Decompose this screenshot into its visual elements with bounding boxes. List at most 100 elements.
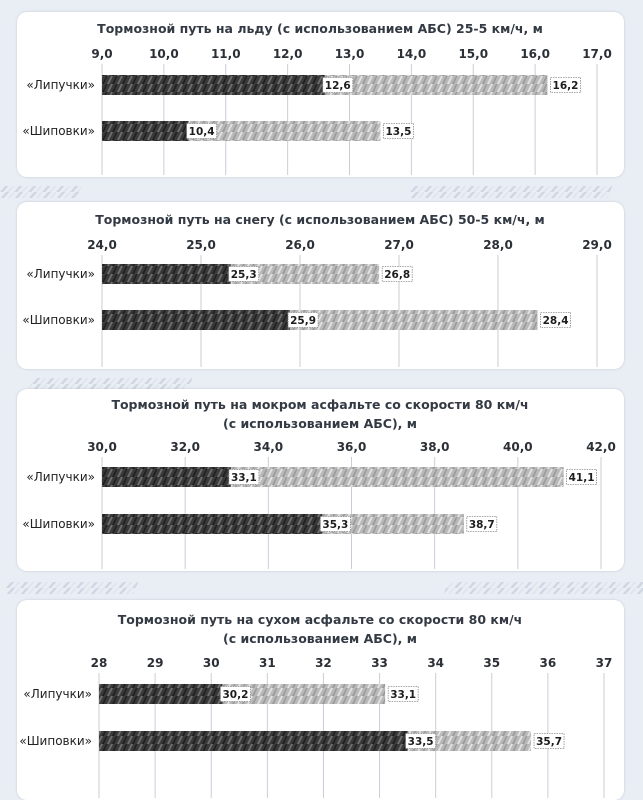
x-tick-label: 35 — [483, 656, 500, 670]
x-tick-label: 36 — [540, 656, 557, 670]
x-tick-label: 36,0 — [337, 440, 367, 454]
x-tick-label: 40,0 — [503, 440, 533, 454]
category-label: «Шиповки» — [22, 517, 95, 531]
value-label-box — [186, 123, 218, 139]
value-label: 13,5 — [385, 126, 411, 138]
value-label-box — [287, 312, 319, 328]
bar-segment-dark — [102, 75, 325, 95]
x-tick-label: 38,0 — [420, 440, 450, 454]
chart-title-line: (с использованием АБС), м — [223, 631, 417, 646]
value-label: 25,9 — [290, 315, 316, 327]
x-tick-label: 10,0 — [149, 47, 179, 61]
bar-segment-light — [230, 264, 380, 284]
x-tick-label: 28 — [91, 656, 108, 670]
value-label: 33,5 — [408, 736, 434, 748]
bar-segment-light — [324, 75, 548, 95]
category-label: «Липучки» — [26, 267, 95, 281]
x-tick-label: 28,0 — [483, 238, 513, 252]
value-label-box — [566, 469, 597, 485]
bar-segment-dark — [99, 684, 223, 704]
x-tick-label: 34 — [427, 656, 444, 670]
x-tick-label: 30,0 — [87, 440, 117, 454]
chart-snow: Тормозной путь на снегу (с использование… — [22, 212, 612, 367]
category-label: «Липучки» — [26, 470, 95, 484]
chart-panel-ice: Тормозной путь на льду (с использованием… — [17, 12, 624, 177]
value-label: 26,8 — [384, 269, 410, 281]
bar-segment-dark — [102, 121, 189, 141]
chart-title-line: (с использованием АБС), м — [223, 416, 417, 431]
category-label: «Шиповки» — [22, 124, 95, 138]
category-label: «Шиповки» — [22, 313, 95, 327]
chart-panel-dry-asphalt: Тормозной путь на сухом асфальте со скор… — [17, 600, 624, 800]
x-tick-label: 42,0 — [586, 440, 616, 454]
bar-segment-light — [222, 684, 386, 704]
chart-title-line: Тормозной путь на снегу (с использование… — [95, 212, 545, 227]
x-tick-label: 11,0 — [211, 47, 241, 61]
value-label-box — [381, 266, 413, 282]
x-tick-label: 29 — [147, 656, 164, 670]
x-tick-label: 14,0 — [397, 47, 427, 61]
bar-segment-light — [322, 514, 464, 534]
value-label: 35,7 — [536, 736, 562, 748]
chart-title-line: Тормозной путь на мокром асфальте со ско… — [111, 397, 528, 412]
value-label-box — [322, 77, 354, 93]
x-tick-label: 32 — [315, 656, 332, 670]
chart-panel-snow: Тормозной путь на снегу (с использование… — [17, 202, 624, 369]
x-tick-label: 34,0 — [254, 440, 284, 454]
value-label-box — [228, 469, 260, 485]
value-label: 35,3 — [322, 519, 348, 531]
x-tick-label: 31 — [259, 656, 276, 670]
value-label: 12,6 — [325, 80, 351, 92]
value-label-box — [533, 733, 565, 749]
value-label-box — [228, 266, 260, 282]
x-tick-label: 32,0 — [170, 440, 200, 454]
value-label-box — [540, 312, 571, 328]
chart-title-line: Тормозной путь на сухом асфальте со скор… — [118, 612, 523, 627]
bar-segment-light — [290, 310, 538, 330]
value-label-box — [466, 516, 498, 532]
value-label: 16,2 — [553, 80, 579, 92]
x-tick-label: 30 — [203, 656, 220, 670]
value-label: 28,4 — [543, 315, 569, 327]
value-label: 41,1 — [569, 472, 595, 484]
chart-panel-wet-asphalt: Тормозной путь на мокром асфальте со ско… — [17, 389, 624, 571]
chart-wet-asphalt: Тормозной путь на мокром асфальте со ско… — [22, 397, 616, 569]
chart-ice: Тормозной путь на льду (с использованием… — [22, 21, 612, 175]
chart-dry-asphalt: Тормозной путь на сухом асфальте со скор… — [19, 612, 613, 798]
value-label: 38,7 — [469, 519, 495, 531]
bar-segment-dark — [102, 264, 231, 284]
x-tick-label: 33 — [371, 656, 388, 670]
category-label: «Шиповки» — [19, 734, 92, 748]
value-label: 25,3 — [231, 269, 257, 281]
value-label-box — [550, 77, 581, 93]
x-tick-label: 27,0 — [384, 238, 414, 252]
category-label: «Липучки» — [23, 687, 92, 701]
x-tick-label: 26,0 — [285, 238, 315, 252]
category-label: «Липучки» — [26, 78, 95, 92]
value-label: 33,1 — [231, 472, 257, 484]
bar-segment-dark — [102, 467, 231, 487]
chart-title-line: Тормозной путь на льду (с использованием… — [97, 21, 543, 36]
x-tick-label: 9,0 — [91, 47, 112, 61]
bar-segment-dark — [102, 514, 323, 534]
value-label-box — [405, 733, 437, 749]
bar-segment-light — [407, 731, 532, 751]
value-label-box — [387, 686, 419, 702]
value-label: 10,4 — [189, 126, 215, 138]
bar-segment-dark — [102, 310, 291, 330]
x-tick-label: 24,0 — [87, 238, 117, 252]
x-tick-label: 17,0 — [582, 47, 612, 61]
value-label-box — [220, 686, 251, 702]
x-tick-label: 16,0 — [520, 47, 550, 61]
bar-segment-light — [230, 467, 564, 487]
x-tick-label: 15,0 — [458, 47, 488, 61]
x-tick-label: 13,0 — [335, 47, 365, 61]
bar-segment-dark — [99, 731, 408, 751]
value-label-box — [383, 123, 414, 139]
value-label: 33,1 — [390, 689, 416, 701]
x-tick-label: 29,0 — [582, 238, 612, 252]
x-tick-label: 12,0 — [273, 47, 303, 61]
x-tick-label: 37 — [596, 656, 613, 670]
value-label: 30,2 — [222, 689, 248, 701]
